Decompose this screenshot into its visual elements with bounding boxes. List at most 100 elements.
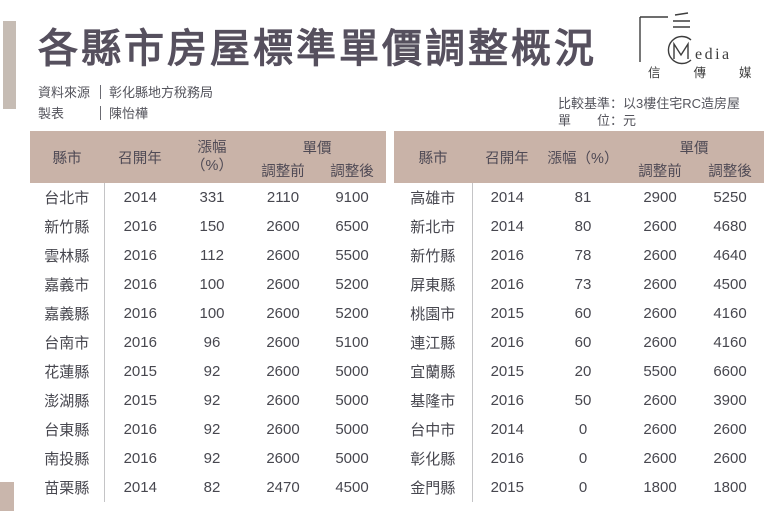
- cell-year: 2014: [123, 189, 157, 206]
- col-header-city: 縣市: [30, 131, 104, 183]
- table-row: 基隆市 2016 50 2600 3900: [394, 386, 764, 415]
- col-header-increase: 漲幅（%）: [542, 131, 624, 183]
- cell-city: 台中市: [394, 415, 473, 444]
- cell-price-after: 5100: [335, 334, 369, 351]
- table-row: 新北市 2014 80 2600 4680: [394, 212, 764, 241]
- table-row: 新竹縣 2016 150 2600 6500: [30, 212, 386, 241]
- cell-increase: 82: [203, 479, 221, 496]
- cell-price-before: 1800: [643, 479, 677, 496]
- cell-year: 2016: [123, 421, 157, 438]
- cell-price-before: 2600: [643, 276, 677, 293]
- cell-price-after: 4680: [713, 218, 747, 235]
- pipe-divider: [100, 84, 101, 99]
- cell-increase: 80: [574, 218, 592, 235]
- table-row: 花蓮縣 2015 92 2600 5000: [30, 357, 386, 386]
- table-row: 彰化縣 2016 0 2600 2600: [394, 444, 764, 473]
- logo-c-arc: [667, 35, 692, 65]
- cell-year: 2014: [490, 421, 524, 438]
- cell-city: 台東縣: [30, 415, 105, 444]
- source-label: 資料來源: [38, 85, 91, 100]
- cell-price-after: 5200: [335, 276, 369, 293]
- cell-city: 雲林縣: [30, 241, 105, 270]
- table-row: 南投縣 2016 92 2600 5000: [30, 444, 386, 473]
- table-header: 縣市 召開年 漲幅（%） 單價 調整前 調整後: [394, 131, 764, 183]
- cell-increase: 0: [578, 479, 588, 496]
- cell-increase: 92: [203, 392, 221, 409]
- cmedia-logo-mark: edia: [639, 12, 732, 65]
- col-header-after: 調整後: [318, 158, 386, 183]
- table-row: 台東縣 2016 92 2600 5000: [30, 415, 386, 444]
- table-row: 澎湖縣 2015 92 2600 5000: [30, 386, 386, 415]
- cell-year: 2015: [123, 363, 157, 380]
- cell-year: 2016: [490, 276, 524, 293]
- cell-price-after: 4160: [713, 334, 747, 351]
- cell-year: 2016: [123, 218, 157, 235]
- cell-price-after: 2600: [713, 450, 747, 467]
- cell-price-before: 2600: [266, 247, 300, 264]
- table-row: 屏東縣 2016 73 2600 4500: [394, 270, 764, 299]
- cell-price-before: 2110: [266, 189, 300, 206]
- logo-m-letter: [673, 41, 689, 59]
- cell-price-after: 5200: [335, 305, 369, 322]
- page-title: 各縣市房屋標準單價調整概況: [38, 27, 597, 71]
- cell-increase: 20: [574, 363, 592, 380]
- table-row: 嘉義市 2016 100 2600 5200: [30, 270, 386, 299]
- left-accent-bar: [3, 21, 16, 109]
- cell-year: 2016: [123, 276, 157, 293]
- cell-increase: 92: [203, 363, 221, 380]
- cell-city: 台南市: [30, 328, 105, 357]
- meta-block: 資料來源 彰化縣地方稅務局 製表 陳怡樺: [38, 81, 213, 123]
- cell-year: 2016: [123, 334, 157, 351]
- cell-price-before: 2600: [643, 247, 677, 264]
- cell-city: 嘉義縣: [30, 299, 105, 328]
- table-row: 高雄市 2014 81 2900 5250: [394, 183, 764, 212]
- table-row: 嘉義縣 2016 100 2600 5200: [30, 299, 386, 328]
- comparison-basis-note: 比較基準：以3樓住宅RC造房屋: [558, 96, 741, 111]
- cell-price-before: 2600: [643, 305, 677, 322]
- col-header-year: 召開年: [472, 131, 542, 183]
- cell-city: 宜蘭縣: [394, 357, 473, 386]
- cell-price-before: 2600: [643, 218, 677, 235]
- table-row: 台北市 2014 331 2110 9100: [30, 183, 386, 212]
- cell-increase: 150: [199, 218, 225, 235]
- cell-price-before: 2600: [643, 392, 677, 409]
- cell-price-after: 4500: [335, 479, 369, 496]
- cell-year: 2016: [123, 247, 157, 264]
- logo-suffix-text: edia: [695, 46, 732, 63]
- table-row: 金門縣 2015 0 1800 1800: [394, 473, 764, 502]
- cell-year: 2016: [490, 334, 524, 351]
- cell-price-before: 2900: [643, 189, 677, 206]
- cell-increase: 78: [574, 247, 592, 264]
- pipe-divider: [100, 105, 101, 120]
- cell-year: 2016: [123, 450, 157, 467]
- unit-note: 單 位：元: [558, 113, 637, 128]
- cell-increase: 81: [574, 189, 592, 206]
- logo-dash-1: [674, 12, 689, 16]
- cell-city: 苗栗縣: [30, 473, 105, 502]
- table-row: 台南市 2016 96 2600 5100: [30, 328, 386, 357]
- cell-city: 台北市: [30, 183, 105, 212]
- cell-city: 屏東縣: [394, 270, 473, 299]
- cell-price-before: 2600: [266, 363, 300, 380]
- cell-price-before: 2600: [266, 218, 300, 235]
- cell-city: 澎湖縣: [30, 386, 105, 415]
- col-header-year: 召開年: [104, 131, 176, 183]
- cell-increase: 100: [199, 305, 225, 322]
- cell-increase: 73: [574, 276, 592, 293]
- table-row: 台中市 2014 0 2600 2600: [394, 415, 764, 444]
- cmedia-logo: edia 信傳媒: [628, 8, 760, 81]
- cell-price-after: 5000: [335, 421, 369, 438]
- table-row: 宜蘭縣 2015 20 5500 6600: [394, 357, 764, 386]
- cell-city: 連江縣: [394, 328, 473, 357]
- cell-price-after: 1800: [713, 479, 747, 496]
- cell-price-before: 2600: [643, 334, 677, 351]
- col-header-unit-price: 單價: [624, 131, 764, 158]
- table-body: 高雄市 2014 81 2900 5250 新北市 2014 80 2600 4680 新竹縣 201…: [394, 183, 764, 502]
- cell-price-before: 2600: [266, 276, 300, 293]
- cell-price-before: 2600: [266, 421, 300, 438]
- cell-year: 2015: [490, 305, 524, 322]
- cell-price-before: 2600: [643, 450, 677, 467]
- cell-price-after: 6600: [713, 363, 747, 380]
- cell-price-before: 2600: [266, 450, 300, 467]
- cell-price-before: 2470: [266, 479, 300, 496]
